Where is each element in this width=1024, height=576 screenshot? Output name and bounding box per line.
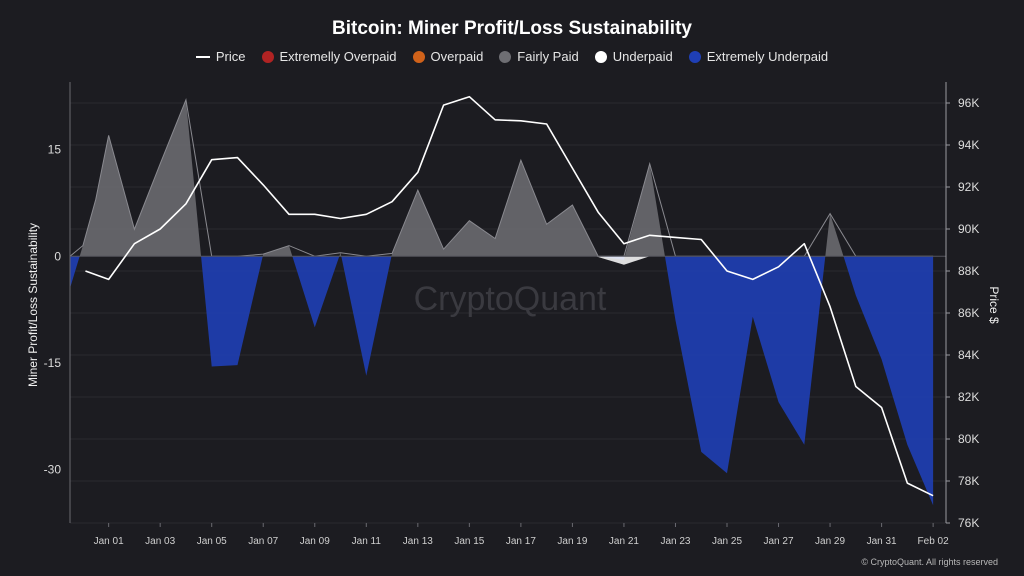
legend-label-fairly-paid: Fairly Paid [517,49,579,64]
right-tick-label: 96K [958,96,979,110]
right-y-axis: 96K 94K 92K 90K 88K 86K 84K 82K 80K 78K 76K [946,96,979,530]
legend-label-overpaid: Overpaid [430,49,484,64]
legend-item-underpaid[interactable]: Underpaid [594,49,673,64]
x-tick-label: Jan 03 [145,536,175,547]
left-tick-label: -30 [44,463,62,477]
watermark: CryptoQuant [414,280,607,318]
legend-label-extremely-overpaid: Extremelly Overpaid [279,49,397,64]
right-tick-label: 82K [958,390,979,404]
right-tick-label: 88K [958,264,979,278]
legend-item-extremely-overpaid[interactable]: Extremelly Overpaid [261,49,397,64]
x-tick-label: Jan 31 [867,536,897,547]
x-tick-label: Jan 07 [248,536,278,547]
right-tick-label: 84K [958,348,979,362]
x-tick-label: Jan 25 [712,536,742,547]
right-tick-label: 90K [958,222,979,236]
left-y-axis: 15 0 -15 -30 [44,143,62,477]
x-tick-label: Jan 13 [403,536,433,547]
left-axis-title: Miner Profit/Loss Sustainability [26,223,40,387]
price-series [85,95,934,497]
price-line-swatch [195,55,210,58]
right-tick-label: 94K [958,138,979,152]
overpaid-dot-swatch [412,50,425,63]
right-tick-label: 80K [958,432,979,446]
axes [69,82,947,523]
copyright-notice: © CryptoQuant. All rights reserved [861,557,998,567]
fairly-paid-dot-swatch [499,50,512,63]
left-tick-label: 0 [54,249,61,263]
right-axis-title: Price $ [987,286,1001,324]
legend-item-overpaid[interactable]: Overpaid [412,49,484,64]
legend-item-extremely-underpaid[interactable]: Extremely Underpaid [688,49,829,64]
legend-item-price[interactable]: Price [195,49,246,64]
legend-label-underpaid: Underpaid [612,49,673,64]
legend-label-price: Price [215,49,246,64]
x-tick-label: Jan 23 [660,536,690,547]
right-tick-label: 76K [958,516,979,530]
fairly-paid-area [70,99,934,257]
x-tick-label: Jan 27 [764,536,794,547]
x-tick-label: Jan 29 [815,536,845,547]
x-tick-label: Jan 19 [557,536,587,547]
extremely-underpaid-dot-swatch [688,50,701,63]
underpaid-area [595,256,650,265]
x-tick-label: Feb 02 [918,536,950,547]
price-line [85,95,934,497]
x-tick-label: Jan 01 [94,536,124,547]
extremely-overpaid-dot-swatch [261,50,274,63]
legend-item-fairly-paid[interactable]: Fairly Paid [499,49,579,64]
x-tick-label: Jan 05 [197,536,227,547]
extremely-underpaid-area [70,256,934,506]
underpaid-dot-swatch [594,50,607,63]
right-tick-label: 78K [958,474,979,488]
x-tick-label: Jan 15 [454,536,484,547]
x-tick-label: Jan 21 [609,536,639,547]
x-tick-label: Jan 11 [352,536,382,547]
legend: Price Extremelly Overpaid Overpaid Fairl… [0,49,1024,64]
right-tick-label: 92K [958,180,979,194]
right-tick-label: 86K [958,306,979,320]
left-tick-label: 15 [48,143,62,157]
left-tick-label: -15 [44,356,62,370]
legend-label-extremely-underpaid: Extremely Underpaid [706,49,829,64]
x-tick-label: Jan 09 [300,536,330,547]
chart-title: Bitcoin: Miner Profit/Loss Sustainabilit… [332,18,692,39]
x-tick-label: Jan 17 [506,536,536,547]
x-axis: Jan 01 Jan 03 Jan 05 Jan 07 Jan 09 Jan 11 Jan … [94,523,949,547]
